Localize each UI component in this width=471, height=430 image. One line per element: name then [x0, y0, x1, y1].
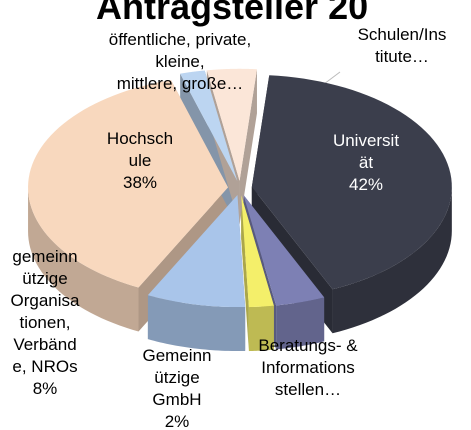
slice-side: [276, 297, 325, 350]
slice-label: Hochsch ule: [106, 129, 174, 170]
slice-value-label: 38%: [122, 173, 158, 192]
slice: [251, 75, 452, 290]
slice-label: gemeinn ützige Organisa tionen, Verbänd …: [10, 247, 80, 376]
slice-side: [147, 295, 246, 352]
slice-value-label: 42%: [348, 175, 384, 194]
slice: [241, 195, 274, 308]
slice: [206, 68, 257, 181]
slice-side: [248, 305, 274, 352]
slice-label: Beratungs- & Informations stellen…: [258, 336, 358, 399]
slice-label: Gemeinn ützige GmbH: [142, 346, 212, 409]
slice-label: Universit ät: [332, 131, 400, 172]
slice-label: Schulen/Ins titute…: [357, 25, 447, 66]
slice: [180, 70, 238, 181]
slice: [28, 80, 229, 288]
slice-value-label: 2%: [164, 412, 190, 430]
slice-label: öffentliche, private, kleine, mittlere, …: [108, 30, 252, 93]
slice-value-label: 8%: [32, 379, 58, 398]
slice: [147, 195, 246, 308]
slice-cut-face: [239, 69, 257, 225]
chart-title: Antragsteller 20: [96, 0, 369, 27]
slice: [243, 194, 325, 306]
slice-cut-face: [241, 195, 249, 352]
slice-side: [28, 187, 139, 332]
slice-side: [332, 186, 452, 334]
